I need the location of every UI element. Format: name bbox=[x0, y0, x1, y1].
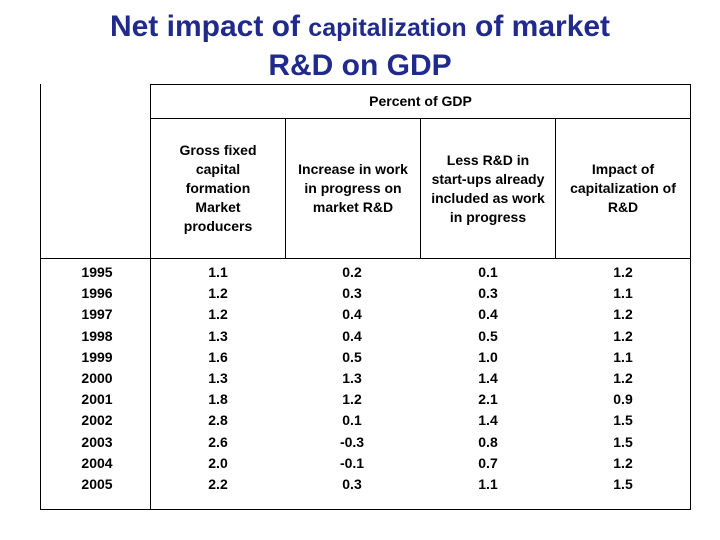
wip-column: 0.2 0.3 0.4 0.4 0.5 1.3 1.2 0.1 -0.3 -0.1 0.3 bbox=[322, 262, 382, 495]
impact-cell: 1.2 bbox=[613, 369, 633, 386]
wip-cell: 1.2 bbox=[342, 391, 362, 408]
year-cell: 2003 bbox=[81, 433, 113, 450]
table-border-left bbox=[40, 84, 41, 510]
impact-column: 1.2 1.1 1.2 1.2 1.1 1.2 0.9 1.5 1.5 1.2 1.5 bbox=[593, 262, 653, 495]
impact-cell: 1.2 bbox=[613, 306, 633, 323]
gfcf-cell: 2.8 bbox=[208, 412, 228, 429]
wip-cell: 0.1 bbox=[342, 412, 362, 429]
startups-cell: 1.4 bbox=[478, 369, 498, 386]
year-cell: 1995 bbox=[81, 264, 113, 280]
header-gfcf: Gross fixed capital formation Market pro… bbox=[179, 142, 257, 234]
year-column-divider bbox=[150, 258, 151, 510]
wip-cell: 0.5 bbox=[342, 348, 362, 365]
header-startups: Less R&D in start-ups already included a… bbox=[431, 151, 545, 225]
startups-cell: 0.1 bbox=[478, 264, 498, 280]
year-cell: 2005 bbox=[81, 475, 113, 492]
year-cell: 2000 bbox=[81, 369, 113, 386]
startups-column: 0.1 0.3 0.4 0.5 1.0 1.4 2.1 1.4 0.8 0.7 1.1 bbox=[458, 262, 518, 495]
wip-cell: 1.3 bbox=[342, 369, 362, 386]
impact-cell: 1.2 bbox=[613, 264, 633, 280]
wip-cell: 0.3 bbox=[342, 475, 362, 492]
years-column: 1995 1996 1997 1998 1999 2000 2001 2002 2003 2004… bbox=[62, 262, 132, 495]
year-cell: 1997 bbox=[81, 306, 113, 323]
table-border-left-header bbox=[150, 84, 151, 259]
impact-cell: 1.1 bbox=[613, 285, 633, 302]
col-divider-1 bbox=[285, 118, 286, 259]
startups-cell: 0.4 bbox=[478, 306, 498, 323]
gfcf-cell: 1.6 bbox=[208, 348, 228, 365]
wip-cell: 0.2 bbox=[342, 264, 362, 280]
col-divider-2 bbox=[420, 118, 421, 259]
header-impact: Impact of capitalization of R&D bbox=[570, 161, 676, 215]
impact-cell: 0.9 bbox=[613, 391, 633, 408]
year-cell: 1996 bbox=[81, 285, 113, 302]
gfcf-cell: 1.1 bbox=[208, 264, 228, 280]
gfcf-column: 1.1 1.2 1.2 1.3 1.6 1.3 1.8 2.8 2.6 2.0 2.2 bbox=[188, 262, 248, 495]
table-border-right bbox=[690, 84, 691, 510]
impact-cell: 1.2 bbox=[613, 454, 633, 471]
startups-cell: 0.7 bbox=[478, 454, 498, 471]
year-cell: 1999 bbox=[81, 348, 113, 365]
title-line-1: Net impact of capitalization of market bbox=[109, 10, 611, 43]
impact-cell: 1.5 bbox=[613, 433, 633, 450]
table-border-bottom bbox=[40, 509, 691, 510]
wip-cell: 0.4 bbox=[342, 306, 362, 323]
impact-cell: 1.5 bbox=[613, 475, 633, 492]
year-cell: 2001 bbox=[81, 391, 113, 408]
title-line-2: R&D on GDP bbox=[268, 49, 452, 82]
gfcf-cell: 1.2 bbox=[208, 306, 228, 323]
impact-cell: 1.1 bbox=[613, 348, 633, 365]
gfcf-cell: 2.6 bbox=[208, 433, 228, 450]
gfcf-cell: 1.3 bbox=[208, 369, 228, 386]
startups-cell: 2.1 bbox=[478, 391, 498, 408]
header-body-divider bbox=[40, 258, 691, 259]
group-header-percent-of-gdp: Percent of GDP bbox=[369, 92, 472, 109]
wip-cell: -0.1 bbox=[339, 454, 365, 471]
gfcf-cell: 1.3 bbox=[208, 327, 228, 344]
page-title: Net impact of capitalization of market R… bbox=[0, 8, 720, 85]
gfcf-cell: 2.0 bbox=[208, 454, 228, 471]
wip-cell: -0.3 bbox=[339, 433, 365, 450]
header-wip: Increase in work in progress on market R… bbox=[298, 161, 408, 215]
wip-cell: 0.4 bbox=[342, 327, 362, 344]
startups-cell: 0.3 bbox=[478, 285, 498, 302]
startups-cell: 0.5 bbox=[478, 327, 498, 344]
gfcf-cell: 1.8 bbox=[208, 391, 228, 408]
year-cell: 1998 bbox=[81, 327, 113, 344]
gfcf-cell: 2.2 bbox=[208, 475, 228, 492]
startups-cell: 1.1 bbox=[478, 475, 498, 492]
startups-cell: 1.0 bbox=[478, 348, 498, 365]
wip-cell: 0.3 bbox=[342, 285, 362, 302]
gfcf-cell: 1.2 bbox=[208, 285, 228, 302]
col-divider-3 bbox=[555, 118, 556, 259]
year-cell: 2004 bbox=[81, 454, 113, 471]
impact-cell: 1.2 bbox=[613, 327, 633, 344]
impact-cell: 1.5 bbox=[613, 412, 633, 429]
startups-cell: 1.4 bbox=[478, 412, 498, 429]
table-border-top bbox=[150, 84, 691, 85]
startups-cell: 0.8 bbox=[478, 433, 498, 450]
year-cell: 2002 bbox=[81, 412, 113, 429]
